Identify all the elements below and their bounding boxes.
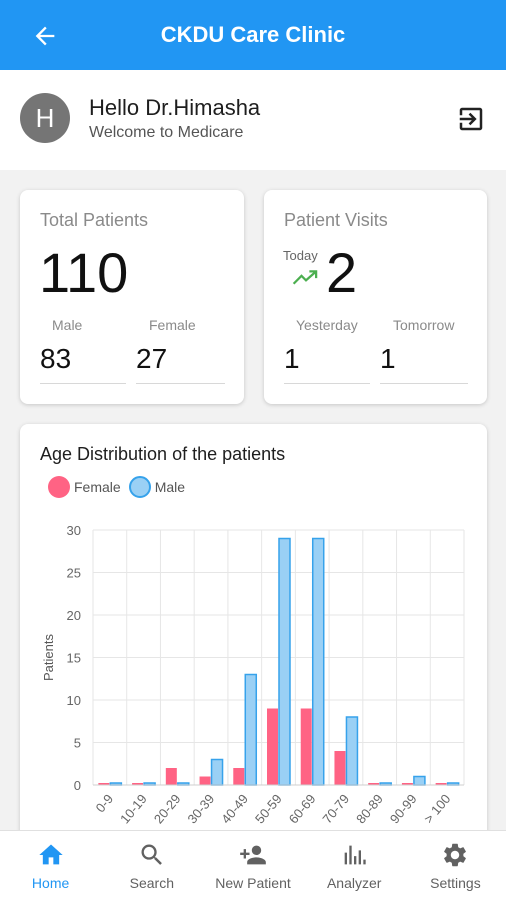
female-label: Female [149,317,196,333]
y-tick-label: 5 [74,736,81,751]
y-tick-label: 30 [67,523,81,538]
bar-female [435,783,447,785]
bar-female [199,776,211,785]
bar-female [233,768,245,785]
nav-new-patient[interactable]: New Patient [202,831,303,900]
x-tick-label: 20-29 [151,791,184,826]
y-tick-label: 15 [67,651,81,666]
female-value: 27 [136,343,168,374]
y-tick-label: 25 [67,566,81,581]
nav-search-label: Search [129,875,174,891]
nav-settings-label: Settings [430,875,481,891]
bar-male [210,758,224,786]
x-tick-label: 40-49 [218,791,251,826]
bar-female [300,708,312,785]
legend-male-swatch [128,476,151,498]
tomorrow-value: 1 [380,343,396,374]
x-tick-label: 0-9 [93,791,117,815]
nav-settings[interactable]: Settings [405,831,506,900]
legend-female-swatch [48,476,70,498]
total-patients-value: 110 [39,241,129,304]
x-tick-label: 10-19 [117,791,150,826]
legend-male-label: Male [154,479,186,495]
nav-home[interactable]: Home [0,831,101,900]
bar-male [345,716,359,786]
total-patients-card[interactable]: Total Patients 110 Male 83 Female 27 [20,190,244,404]
bar-female [368,783,380,785]
y-axis-label: Patients [41,634,56,681]
x-tick-label: 60-69 [286,791,319,826]
welcome-text: Welcome to Medicare [89,124,244,141]
bar-female [132,783,144,785]
bottom-nav: Home Search New Patient Analyzer Setting… [0,830,506,900]
app-bar: CKDU Care Clinic [0,0,506,70]
chart-title: Age Distribution of the patients [40,444,286,464]
person-add-icon [240,845,266,865]
x-tick-label: 50-59 [252,791,285,826]
yesterday-label: Yesterday [296,317,358,333]
nav-analyzer-label: Analyzer [326,875,382,891]
nav-search[interactable]: Search [101,831,202,900]
yesterday-value: 1 [284,343,300,374]
trending-up-icon [292,270,318,285]
y-tick-label: 10 [67,693,81,708]
arrow-back-icon[interactable] [30,22,60,50]
bar-male [311,537,325,786]
yesterday-underline [284,383,370,384]
male-underline [40,383,126,384]
bar-female [165,768,177,785]
bar-female [401,783,413,785]
nav-new-patient-label: New Patient [215,875,291,891]
today-visits-value: 2 [326,241,358,304]
home-icon [38,844,63,865]
analytics-icon [344,845,366,865]
female-underline [136,383,225,384]
legend-female[interactable]: Female [48,476,121,498]
tomorrow-label: Tomorrow [393,317,455,333]
patient-visits-card[interactable]: Patient Visits Today 2 Yesterday 1 Tomor… [264,190,487,404]
male-label: Male [52,317,83,333]
chart-legend: Female Male [48,476,193,498]
search-icon [141,844,162,865]
age-distribution-card: Age Distribution of the patients Female … [20,424,487,864]
gear-icon [444,843,467,867]
bar-female [98,783,110,785]
bar-female [334,751,346,785]
x-tick-label: > 100 [421,791,454,826]
app-title: CKDU Care Clinic [160,22,346,47]
today-label: Today [283,248,318,263]
total-patients-title: Total Patients [40,210,149,230]
greeting-text: Hello Dr.Himasha [89,95,261,120]
nav-home-label: Home [31,875,70,891]
legend-male[interactable]: Male [128,476,186,498]
user-header: H Hello Dr.Himasha Welcome to Medicare [0,70,506,170]
male-value: 83 [40,343,72,374]
x-tick-label: 70-79 [319,791,352,826]
avatar: H [20,93,70,143]
logout-icon[interactable] [456,104,486,134]
tomorrow-underline [380,383,468,384]
bar-female [267,708,278,785]
x-tick-label: 80-89 [353,791,386,826]
patient-visits-title: Patient Visits [284,210,388,230]
x-tick-label: 30-39 [184,791,217,826]
bar-male [278,537,291,786]
bar-male [413,775,426,786]
legend-female-label: Female [74,479,121,495]
age-distribution-chart: 0 5 10 15 20 25 30 0-9 10-19 20-29 30-39 40-49 50-59… [41,523,465,826]
y-tick-label: 20 [67,608,81,623]
y-tick-label: 0 [74,778,81,793]
bar-male [244,673,258,786]
x-tick-label: 90-99 [387,791,420,826]
nav-analyzer[interactable]: Analyzer [304,831,405,900]
